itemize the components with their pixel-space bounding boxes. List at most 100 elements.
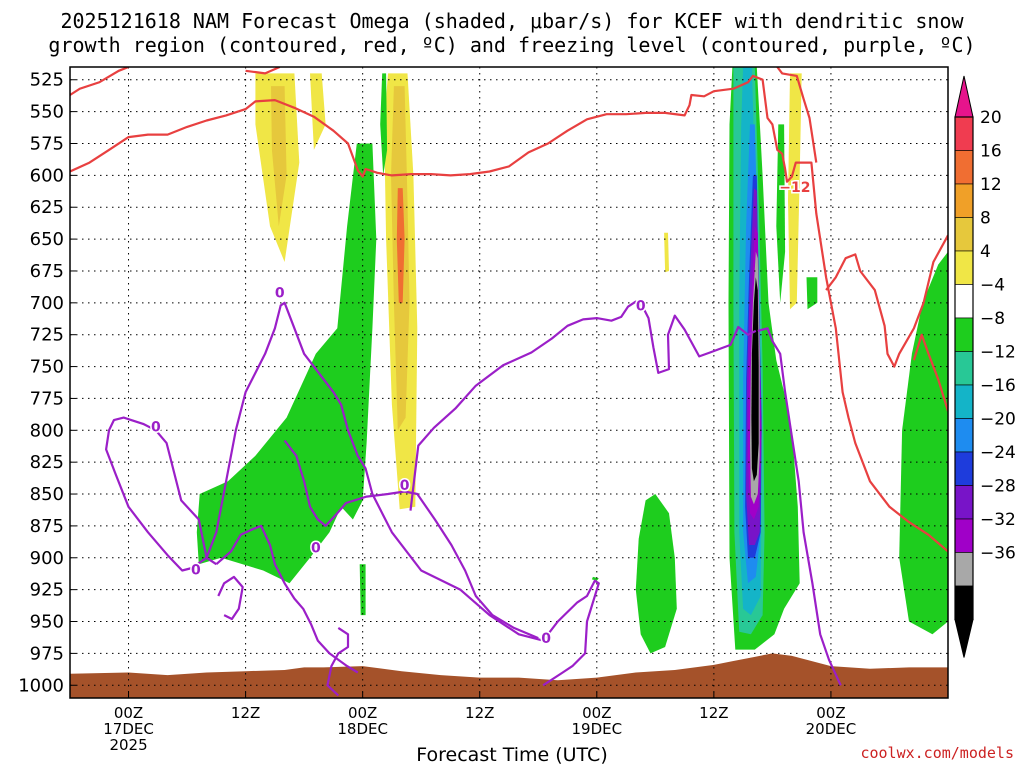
freezing-contour-5 <box>326 626 350 697</box>
watermark: coolwx.com/models <box>860 744 1014 762</box>
chart-title-line-1: 2025121618 NAM Forecast Omega (shaded, μ… <box>60 9 964 33</box>
colorbar-swatch-2 <box>954 183 974 218</box>
y-tick-label-4: 625 <box>30 197 64 218</box>
grid-layer <box>70 67 948 698</box>
dgz-contour-4 <box>912 333 948 412</box>
colorbar-swatch-6 <box>954 317 974 352</box>
omega-region-9 <box>380 73 388 176</box>
y-axis: 525 550 575 600 625 650 675 700 725 750 775 800 825 8… <box>18 70 76 696</box>
colorbar-label-2: 12 <box>980 175 1002 195</box>
contour-label-layer: 0 0 0 0 0 0 0 −12 <box>149 178 811 648</box>
omega-region-1 <box>271 86 287 227</box>
colorbar-label-11: −28 <box>980 477 1016 497</box>
x-tick-label-3-0: 12Z <box>465 704 494 722</box>
colorbar-swatch-5 <box>954 284 974 319</box>
x-tick-label-6-1: 20DEC <box>806 720 857 738</box>
colorbar-swatch-11 <box>954 485 974 520</box>
contour-label-7: −12 <box>779 180 810 196</box>
x-axis-title: Forecast Time (UTC) <box>416 744 608 766</box>
colorbar: 20 16 12 8 4 −4 −8 −12 −16 −20 −24 −28 −32 −36 <box>954 75 1016 658</box>
omega-region-15 <box>806 277 818 310</box>
colorbar-swatch-9 <box>954 418 974 453</box>
colorbar-swatch-14 <box>954 585 974 620</box>
omega-region-11 <box>635 494 677 654</box>
x-tick-label-0-0: 00Z <box>114 704 143 722</box>
y-tick-label-19: 1000 <box>18 675 64 696</box>
contour-label-2: 0 <box>400 478 410 494</box>
colorbar-swatch-7 <box>954 351 974 386</box>
y-tick-label-12: 825 <box>30 452 64 473</box>
dgz-contour-3 <box>825 234 948 368</box>
x-tick-label-5-0: 12Z <box>699 704 728 722</box>
y-tick-label-2: 575 <box>30 133 64 154</box>
colorbar-swatch-12 <box>954 518 974 553</box>
dgz-contour-0 <box>70 74 948 553</box>
contour-label-4: 0 <box>191 562 201 578</box>
y-tick-label-11: 800 <box>30 420 64 441</box>
contour-label-1: 0 <box>151 419 161 435</box>
chart-title-line-2: growth region (contoured, red, ºC) and f… <box>48 33 976 57</box>
colorbar-swatch-8 <box>954 384 974 419</box>
x-tick-label-4-1: 19DEC <box>572 720 623 738</box>
freezing-contour-2 <box>215 524 359 674</box>
terrain-fill <box>70 653 948 698</box>
colorbar-swatch-0 <box>954 116 974 151</box>
omega-region-5 <box>396 188 405 303</box>
colorbar-swatch-4 <box>954 250 974 285</box>
y-tick-label-13: 850 <box>30 484 64 505</box>
colorbar-label-6: −8 <box>980 309 1005 329</box>
omega-shading-layer <box>196 67 948 654</box>
colorbar-label-9: −20 <box>980 410 1016 430</box>
y-tick-label-10: 775 <box>30 388 64 409</box>
omega-region-2 <box>310 73 326 150</box>
colorbar-label-5: −4 <box>980 276 1005 296</box>
x-tick-label-2-1: 18DEC <box>337 720 388 738</box>
contour-label-5: 0 <box>541 631 551 647</box>
colorbar-top-arrow <box>954 75 974 118</box>
y-tick-label-14: 875 <box>30 516 64 537</box>
colorbar-label-3: 8 <box>980 209 991 229</box>
colorbar-swatch-10 <box>954 451 974 486</box>
colorbar-frame <box>954 116 974 621</box>
colorbar-label-0: 20 <box>980 108 1002 128</box>
y-tick-label-17: 950 <box>30 612 64 633</box>
omega-region-14 <box>776 124 786 303</box>
omega-region-16 <box>899 251 948 635</box>
y-tick-label-0: 525 <box>30 70 64 91</box>
freezing-contour-1 <box>105 416 217 572</box>
x-tick-label-0-1: 17DEC <box>103 720 154 738</box>
plot-frame <box>69 66 949 699</box>
freezing-contour-3 <box>217 575 244 621</box>
x-tick-label-2-0: 00Z <box>348 704 377 722</box>
y-tick-label-5: 650 <box>30 229 64 250</box>
colorbar-bottom-arrow <box>954 619 974 658</box>
colorbar-label-7: −12 <box>980 343 1016 363</box>
contour-label-6: 0 <box>636 298 646 314</box>
x-tick-label-1-0: 12Z <box>231 704 260 722</box>
y-tick-label-9: 750 <box>30 357 64 378</box>
freezing-contour-7 <box>757 327 842 686</box>
colorbar-label-12: −32 <box>980 510 1016 530</box>
x-tick-label-6-0: 00Z <box>816 704 845 722</box>
colorbar-swatch-13 <box>954 552 974 587</box>
plot-background <box>70 67 948 698</box>
dgz-contour-1 <box>245 67 281 75</box>
y-tick-label-3: 600 <box>30 165 64 186</box>
y-tick-label-6: 675 <box>30 261 64 282</box>
contour-label-0: 0 <box>275 286 285 302</box>
contour-label-3: 0 <box>311 541 321 557</box>
omega-region-24 <box>751 277 759 482</box>
y-tick-label-18: 975 <box>30 643 64 664</box>
y-tick-label-16: 925 <box>30 580 64 601</box>
x-tick-label-0-2: 2025 <box>109 736 147 754</box>
colorbar-swatch-3 <box>954 217 974 252</box>
colorbar-swatch-1 <box>954 150 974 185</box>
colorbar-label-4: 4 <box>980 242 991 262</box>
colorbar-label-13: −36 <box>980 544 1016 564</box>
colorbar-label-8: −16 <box>980 376 1016 396</box>
y-tick-label-15: 900 <box>30 548 64 569</box>
y-tick-label-8: 725 <box>30 325 64 346</box>
omega-region-8 <box>196 143 377 584</box>
